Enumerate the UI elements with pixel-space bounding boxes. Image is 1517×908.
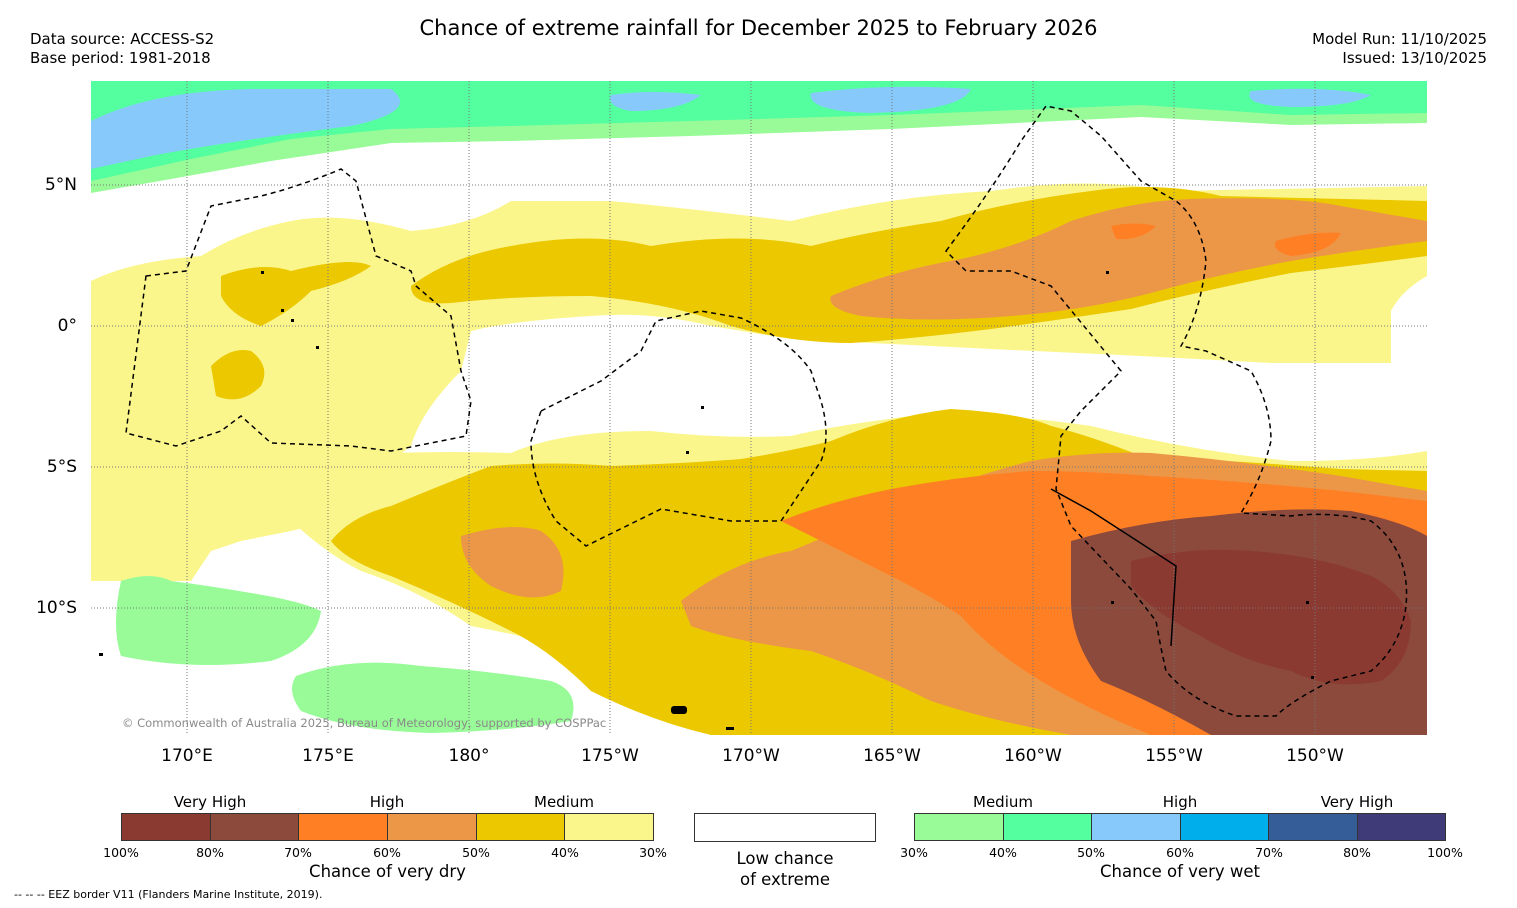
legend-swatch-dry-100-80	[122, 814, 211, 840]
map-canvas	[91, 81, 1427, 735]
legend-swatch-wet-60-70	[1180, 814, 1269, 840]
wet-50-north-mid	[610, 92, 701, 111]
island	[686, 451, 689, 454]
legend-swatch-dry-50-40	[476, 814, 566, 840]
dry-legend-caption: Chance of very dry	[309, 862, 466, 881]
map-gridlines	[91, 81, 1427, 735]
legend-swatch-wet-50-60	[1092, 814, 1181, 840]
legend-swatch-wet-40-50	[1003, 814, 1092, 840]
legend-swatch-dry-70-60	[299, 814, 389, 840]
island	[1306, 601, 1309, 604]
island	[1106, 271, 1109, 274]
lon-label-155w: 155°W	[1145, 746, 1203, 766]
lon-label-150w: 150°W	[1286, 746, 1344, 766]
wet-cat-medium: Medium	[973, 793, 1033, 811]
lat-label-10s: 10°S	[36, 598, 77, 618]
dry-tick: 60%	[373, 845, 401, 860]
dry-tick: 30%	[639, 845, 667, 860]
issued-date: Issued: 13/10/2025	[1342, 49, 1487, 67]
lat-label-5n: 5°N	[44, 175, 77, 195]
island	[291, 319, 294, 322]
dry-cat-very-high: Very High	[173, 793, 247, 811]
wet-tick: 40%	[989, 845, 1017, 860]
dry-50-south	[461, 527, 564, 598]
rainfall-map	[91, 81, 1427, 735]
wet-legend-bar	[914, 813, 1446, 841]
legend-swatch-wet-30-40	[915, 814, 1004, 840]
island	[316, 346, 319, 349]
wet-cat-high: High	[1162, 793, 1198, 811]
wet-tick: 80%	[1343, 845, 1371, 860]
lat-label-0: 0°	[57, 316, 77, 336]
wet-tick: 70%	[1255, 845, 1283, 860]
lon-label-175e: 175°E	[302, 746, 354, 766]
wet-50-north-east	[810, 86, 971, 113]
eez-border-kiribati-gilbert	[125, 168, 472, 452]
wet-tick: 100%	[1427, 845, 1463, 860]
low-chance-swatch	[694, 813, 876, 842]
eez-border-note: -- -- -- EEZ border V11 (Flanders Marine…	[14, 888, 323, 901]
run-info: Model Run: 11/10/2025 Issued: 13/10/2025	[1312, 30, 1487, 68]
dry-cat-high: High	[369, 793, 405, 811]
dry-40-western-patch	[221, 262, 371, 326]
dry-100-south-core	[1131, 549, 1411, 685]
eez-border-solid	[1050, 488, 1177, 647]
dry-cat-medium: Medium	[534, 793, 594, 811]
dry-legend-bar	[121, 813, 654, 841]
wet-tick: 30%	[900, 845, 928, 860]
legend-swatch-dry-80-70	[210, 814, 300, 840]
legend-swatch-wet-70-80	[1269, 814, 1358, 840]
wet-cat-very-high: Very High	[1320, 793, 1394, 811]
chart-title: Chance of extreme rainfall for December …	[419, 16, 1098, 40]
dry-tick: 50%	[462, 845, 490, 860]
island-samoa	[671, 706, 687, 714]
dry-tick: 70%	[284, 845, 312, 860]
base-period: Base period: 1981-2018	[30, 49, 211, 67]
island	[726, 727, 734, 730]
lon-label-170w: 170°W	[722, 746, 780, 766]
dry-50-north-band	[830, 198, 1427, 320]
wet-legend-caption: Chance of very wet	[1100, 862, 1260, 881]
lon-label-165w: 165°W	[863, 746, 921, 766]
lon-label-175w: 175°W	[581, 746, 639, 766]
dry-tick: 100%	[103, 845, 139, 860]
island-specks	[99, 271, 1314, 730]
eez-borders	[125, 105, 1408, 717]
dry-60-north-patch2	[1275, 232, 1341, 256]
island	[1311, 676, 1314, 679]
island	[1111, 601, 1114, 604]
legend-swatch-dry-40-30	[565, 814, 654, 840]
lon-label-170e: 170°E	[161, 746, 213, 766]
model-run: Model Run: 11/10/2025	[1312, 30, 1487, 48]
source-info: Data source: ACCESS-S2 Base period: 1981…	[30, 30, 214, 68]
legend-swatch-dry-60-50	[388, 814, 477, 840]
legend-swatch-wet-80-100	[1357, 814, 1445, 840]
dry-60-north-patch	[1111, 223, 1156, 240]
wet-50-north-east2	[1249, 88, 1371, 107]
wet-tick: 50%	[1077, 845, 1105, 860]
wet-50-north-west	[91, 89, 400, 169]
lon-label-160w: 160°W	[1004, 746, 1062, 766]
lon-label-180: 180°	[448, 746, 490, 766]
wet-40-north	[91, 81, 1427, 181]
low-chance-caption: Low chance of extreme	[694, 848, 876, 890]
island	[281, 309, 284, 312]
lat-label-5s: 5°S	[46, 457, 77, 477]
island	[261, 271, 264, 274]
wet-30-south-mid	[292, 662, 574, 733]
dry-40-western-small	[211, 350, 265, 400]
dry-tick: 40%	[551, 845, 579, 860]
dry-tick: 80%	[196, 845, 224, 860]
island	[701, 406, 704, 409]
low-chance-line2: of extreme	[739, 870, 831, 889]
island	[99, 653, 103, 656]
map-copyright: © Commonwealth of Australia 2025, Bureau…	[122, 716, 607, 730]
data-source: Data source: ACCESS-S2	[30, 30, 215, 48]
wet-30-south-west	[116, 576, 321, 665]
eez-border-tokelau-samoa	[530, 310, 827, 547]
low-chance-line1: Low chance	[736, 849, 834, 868]
wet-tick: 60%	[1166, 845, 1194, 860]
